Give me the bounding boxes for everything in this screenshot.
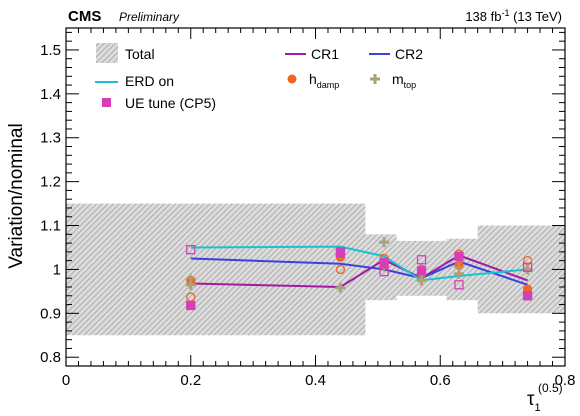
y-tick-label: 1.5 [40,42,61,59]
axis-ticks: 0 0.2 0.4 0.6 0.8 0.8 0.9 1 1.1 1.2 1.3 1.4 1.5 [40,28,575,389]
x-axis-label: τ1 [527,389,541,414]
total-band-bin-3 [446,238,478,301]
legend-hdamp-label: hdamp [309,71,339,90]
marker-ue-tune-cp5--filled-2 [379,257,389,268]
y-tick-label: 1.4 [40,86,61,103]
x-tick-label: 0.2 [180,372,201,389]
status-label: Preliminary [119,10,180,24]
legend-ue-swatch [102,98,111,107]
experiment-label: CMS [68,8,101,25]
marker-m-filled-3 [416,275,427,286]
series-line-erd-on [190,245,528,282]
total-band [66,203,565,336]
x-tick-label: 0.8 [555,372,576,389]
marker-ue-tune-cp5--filled-5 [522,291,533,301]
y-tick-label: 1.1 [40,218,61,235]
marker-ue-tune-cp5--open-2 [379,266,389,277]
legend-total-swatch [96,43,118,63]
marker-m-filled-0 [185,279,196,290]
y-tick-label: 1.2 [40,174,61,191]
lumi-label: 138 fb-1 (13 TeV) [465,8,562,24]
y-tick-label: 0.8 [40,349,61,366]
marker-ue-tune-cp5--open-4 [454,280,464,290]
series-markers [185,237,533,311]
marker-ue-tune-cp5--open-3 [416,255,427,265]
y-tick-label: 1 [53,261,61,278]
legend-erd-label: ERD on [125,73,174,89]
y-tick-label: 1.3 [40,130,61,147]
marker-m-filled-4 [453,268,464,279]
x-tick-label: 0.4 [305,372,326,389]
marker-ue-tune-cp5--filled-3 [416,266,427,276]
marker-m-filled-2 [379,237,390,248]
legend-total-label: Total [125,46,155,62]
series-lines [190,245,528,289]
legend-hdamp-swatch [287,74,297,84]
marker-h-open-1 [335,264,346,275]
marker-ue-tune-cp5--filled-0 [186,300,196,311]
marker-m-filled-5 [522,264,533,275]
marker-m-filled-1 [335,282,346,293]
total-band-bin-0 [66,203,366,336]
x-axis-label-superscript: (0.5) [538,381,563,395]
legend-mtop-label: mtop [392,71,416,90]
marker-ue-tune-cp5--filled-4 [454,251,464,261]
y-tick-label: 0.9 [40,305,61,322]
legend-ue-label: UE tune (CP5) [125,95,216,111]
x-tick-label: 0 [62,372,70,389]
series-line-cr2 [190,257,528,286]
legend-mtop-swatch [370,74,380,84]
legend-cr2-label: CR2 [395,46,423,62]
legend: Total ERD on UE tune (CP5) CR1 CR2 hdamp… [95,43,423,111]
x-tick-label: 0.6 [430,372,451,389]
marker-ue-tune-cp5--open-5 [522,262,533,272]
marker-ue-tune-cp5--open-0 [186,245,196,255]
marker-ue-tune-cp5--filled-1 [335,248,346,258]
y-axis-label: Variation/nominal [6,123,27,268]
legend-cr1-label: CR1 [311,46,339,62]
